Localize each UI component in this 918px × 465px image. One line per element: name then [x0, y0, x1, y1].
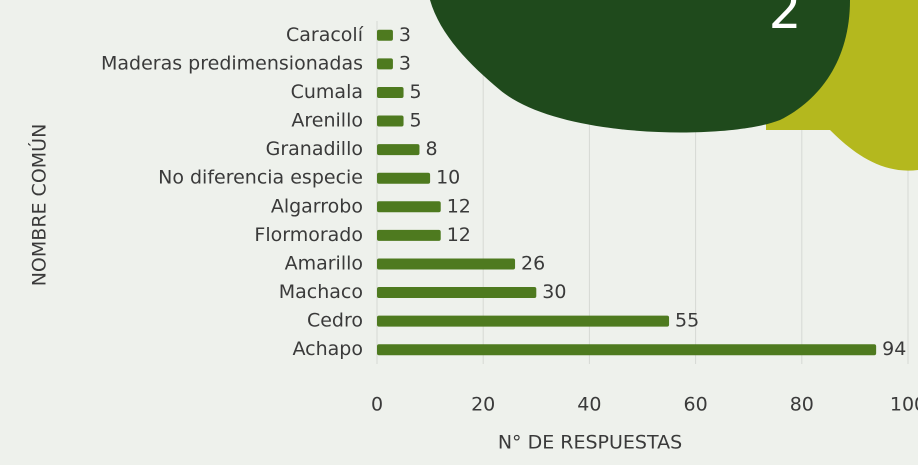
bar: [377, 344, 876, 355]
data-label: 12: [447, 224, 471, 246]
bar: [377, 87, 404, 98]
bar: [377, 116, 404, 127]
y-tick-label: Achapo: [293, 338, 363, 360]
bar: [377, 201, 441, 212]
x-tick-label: 100: [890, 394, 918, 416]
x-tick-label: 80: [790, 394, 814, 416]
data-label: 3: [399, 24, 411, 46]
data-label: 10: [436, 167, 460, 189]
y-tick-label: Algarrobo: [271, 195, 363, 217]
data-label: 26: [521, 252, 545, 274]
bar: [377, 173, 430, 184]
data-label: 5: [410, 81, 422, 103]
data-label: 3: [399, 52, 411, 74]
data-label: 94: [882, 338, 906, 360]
bar: [377, 144, 419, 155]
bar: [377, 316, 669, 327]
bar: [377, 30, 393, 41]
x-tick-label: 0: [371, 394, 383, 416]
data-label: 12: [447, 195, 471, 217]
data-label: 5: [410, 110, 422, 132]
bar: [377, 58, 393, 69]
x-axis-title: N° DE RESPUESTAS: [498, 432, 682, 454]
y-tick-label: Arenillo: [291, 110, 363, 132]
chart: 2 N° DE RESPUESTAS NOMBRE COMÚN 0 20 40 60 8…: [0, 0, 918, 465]
y-tick-label: Cedro: [307, 310, 363, 332]
y-tick-label: Amarillo: [285, 252, 363, 274]
y-axis-title: NOMBRE COMÚN: [27, 124, 51, 287]
y-tick-label: Flormorado: [254, 224, 363, 246]
y-tick-label: Caracolí: [286, 24, 364, 46]
y-tick-label: Granadillo: [266, 138, 363, 160]
data-label: 8: [425, 138, 437, 160]
bar: [377, 258, 515, 269]
data-label: 30: [542, 281, 566, 303]
bar: [377, 230, 441, 241]
x-tick-label: 20: [471, 394, 495, 416]
y-tick-label: No diferencia especie: [158, 167, 363, 189]
y-tick-label: Machaco: [279, 281, 363, 303]
bar: [377, 287, 536, 298]
page-number: 2: [768, 0, 801, 41]
x-tick-label: 40: [577, 394, 601, 416]
data-label: 55: [675, 310, 699, 332]
y-tick-label: Cumala: [291, 81, 363, 103]
x-tick-label: 60: [684, 394, 708, 416]
y-tick-label: Maderas predimensionadas: [101, 52, 363, 74]
